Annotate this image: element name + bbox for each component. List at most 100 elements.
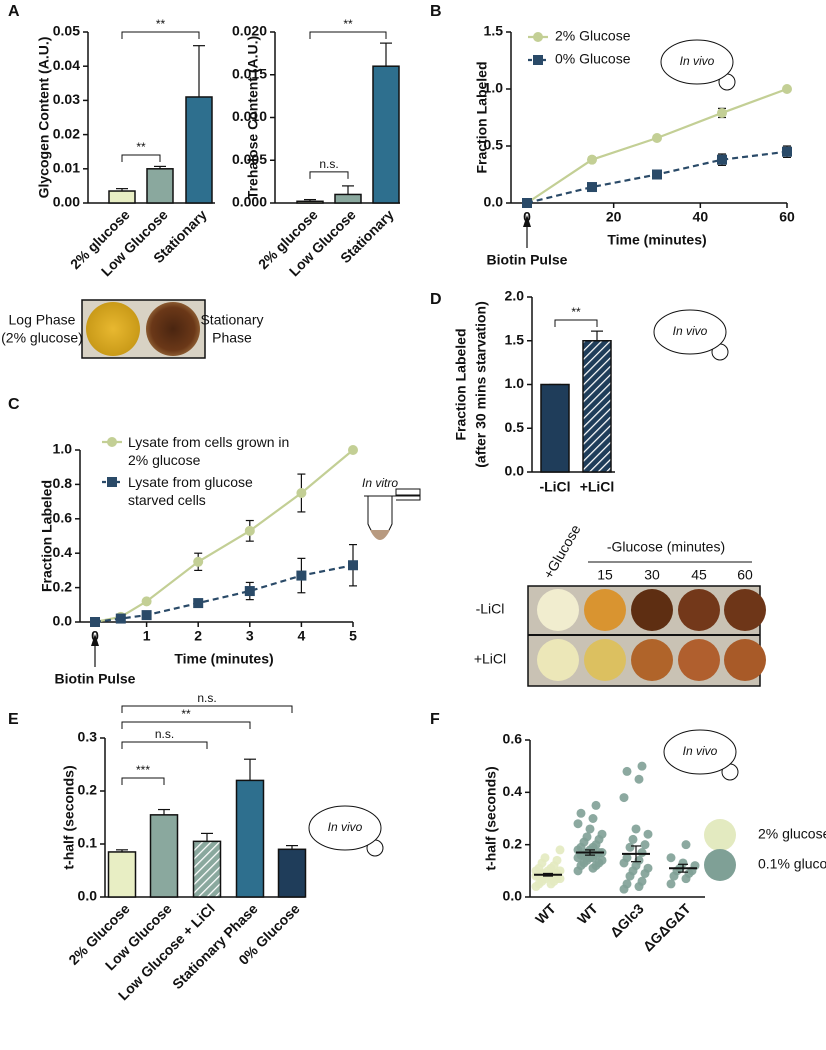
legend-label: Lysate from glucose starved cells [128, 474, 253, 508]
x-tick-label: 60 [779, 209, 795, 225]
plate-label: Phase [212, 330, 252, 346]
point [637, 761, 647, 771]
point [678, 858, 688, 868]
bar [185, 96, 213, 204]
plate-row: -LiCl [476, 601, 505, 617]
x-tick-label: ΔGlc3 [607, 900, 647, 940]
bar [582, 340, 612, 473]
point [597, 855, 607, 865]
error-bar [244, 758, 256, 781]
y-tick-label: 0.015 [232, 65, 267, 81]
significance-bracket [121, 777, 165, 785]
marker [587, 154, 597, 165]
marker [296, 570, 307, 581]
marker [193, 598, 204, 609]
legend-marker [704, 819, 736, 851]
y-tick-label: 0.8 [53, 475, 73, 491]
note: In vivo [683, 744, 718, 758]
x-tick-label: 5 [349, 628, 357, 644]
bubble [653, 309, 727, 355]
y-tick-label: 0.5 [484, 137, 504, 153]
y-tick-label: 0.4 [53, 544, 73, 560]
bar [277, 848, 307, 898]
significance-bracket [121, 721, 251, 729]
note: In vivo [673, 324, 708, 338]
error-bar [201, 832, 213, 842]
x-tick-label: +LiCl [580, 479, 615, 495]
x-tick-label: WT [532, 900, 559, 927]
pulse-label: Biotin Pulse [487, 252, 568, 268]
y-tick-label: 0.01 [53, 160, 80, 176]
error-bar [193, 45, 205, 97]
x-axis-label: Time (minutes) [174, 651, 273, 667]
note: In vivo [680, 54, 715, 68]
plate-header: -Glucose (minutes) [607, 539, 725, 555]
point [640, 840, 650, 850]
y-tick-label: 0.2 [503, 835, 523, 851]
significance-label: n.s. [197, 691, 216, 705]
point [582, 832, 592, 842]
bar [107, 851, 137, 898]
point [666, 853, 676, 863]
y-tick-label: 0.5 [505, 419, 525, 435]
pulse-arrowhead [91, 634, 99, 646]
bar [149, 814, 179, 898]
panel-label: A [8, 3, 20, 20]
y-tick-label: 0.05 [53, 23, 80, 39]
significance-label: ** [571, 305, 581, 319]
point [631, 824, 641, 834]
legend-label: Lysate from cells grown in 2% glucose [128, 434, 290, 468]
y-tick-label: 1.0 [53, 441, 73, 457]
y-tick-label: 0.0 [53, 613, 73, 629]
point [591, 800, 601, 810]
significance-bracket [554, 319, 598, 327]
panel-label: B [430, 3, 442, 20]
note: In vivo [328, 820, 363, 834]
x-tick-label: ΔGΔGΔT [640, 900, 694, 954]
y-tick-label: 0.0 [78, 888, 98, 904]
bar [192, 840, 222, 898]
marker [717, 154, 727, 165]
note: In vitro [362, 476, 398, 490]
x-tick-label: 20 [606, 209, 622, 225]
point [573, 819, 583, 829]
point [597, 829, 607, 839]
y-tick-label: 0.000 [232, 194, 267, 210]
x-tick-label: 1 [143, 628, 151, 644]
plate-image-d [527, 561, 766, 687]
plate-label: Log Phase [9, 312, 76, 328]
marker [115, 613, 126, 624]
x-tick-label: 3 [246, 628, 254, 644]
y-axis-label: (after 30 mins starvation) [473, 301, 489, 468]
marker [193, 556, 204, 567]
series-line [94, 564, 354, 624]
point [622, 766, 632, 776]
legend-label: 0% Glucose [555, 51, 631, 67]
y-axis-label: t-half (seconds) [61, 765, 77, 869]
y-tick-label: 0.0 [484, 194, 504, 210]
y-tick-label: 2.0 [505, 288, 525, 304]
legend-box: Lysate from cells grown in 2% glucose [128, 434, 290, 468]
point [637, 876, 647, 886]
marker [90, 617, 100, 627]
y-tick-label: 0.005 [232, 151, 267, 167]
y-tick-label: 0.020 [232, 23, 267, 39]
plate-time: 30 [644, 567, 660, 583]
plate-label: Stationary [200, 312, 263, 328]
point [576, 808, 586, 818]
marker [244, 586, 255, 597]
y-tick-label: 0.6 [53, 510, 73, 526]
plate-time: 15 [597, 567, 613, 583]
panel-label: E [8, 711, 19, 728]
plate-time: 45 [691, 567, 707, 583]
marker [717, 107, 727, 118]
y-tick-label: 1.5 [505, 331, 525, 347]
point [625, 842, 635, 852]
tube-icon [364, 488, 421, 540]
marker [244, 525, 255, 536]
x-tick-label: Low Glucose [98, 206, 171, 279]
significance-bracket [121, 31, 200, 39]
marker [587, 182, 597, 193]
significance-label: n.s. [155, 727, 174, 741]
